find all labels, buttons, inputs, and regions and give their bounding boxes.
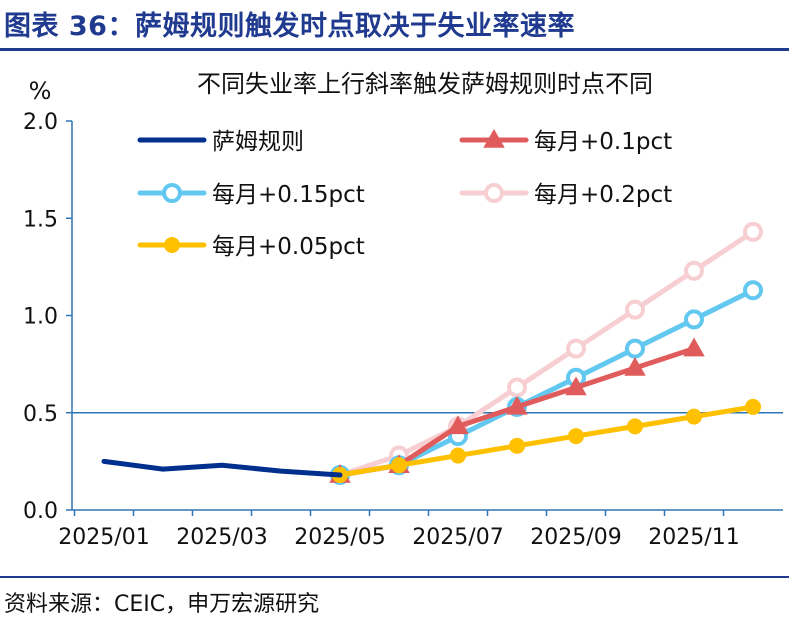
data-point: [450, 447, 466, 464]
data-point: [745, 398, 761, 415]
data-point: [565, 376, 587, 396]
tick-labels: 0.0 0.5 1.0 1.5 2.0 2025/01 2025/03 2025/05 2025…: [23, 110, 740, 550]
data-point: [506, 395, 528, 415]
series-1: [101, 458, 343, 478]
x-tick-label: 2025/01: [58, 525, 149, 550]
y-axis-unit: %: [29, 77, 52, 105]
axes: [66, 120, 783, 516]
series-line: [101, 458, 343, 478]
chart-title: 不同失业率上行斜率触发萨姆规则时点不同: [197, 70, 653, 98]
x-tick-label: 2025/09: [530, 525, 621, 550]
data-point: [686, 408, 702, 425]
data-point: [684, 260, 704, 281]
data-point: [566, 338, 586, 359]
data-point: [743, 221, 763, 242]
series-5: [332, 398, 761, 483]
data-point: [683, 337, 705, 357]
data-point: [625, 338, 645, 359]
series-layer: [101, 221, 763, 485]
legend-swatch-marker: [483, 128, 505, 148]
data-point: [391, 457, 407, 474]
x-tick-label: 2025/05: [294, 525, 385, 550]
legend-label: 每月+0.05pct: [212, 234, 365, 260]
data-point: [743, 280, 763, 301]
legend-entry-1: 萨姆规则: [137, 129, 304, 155]
x-tick-label: 2025/07: [412, 525, 503, 550]
figure-title: 图表 36：萨姆规则触发时点取决于失业率速率: [4, 11, 575, 42]
legend-entry-5: 每月+0.05pct: [137, 234, 365, 260]
data-point: [507, 377, 527, 398]
y-tick-label: 1.5: [23, 207, 58, 232]
chart: 0.0 0.5 1.0 1.5 2.0 2025/01 2025/03 2025/05 2025…: [23, 70, 783, 550]
y-tick-label: 2.0: [23, 110, 58, 135]
source-note: 资料来源：CEIC，申万宏源研究: [4, 592, 320, 617]
y-tick-label: 0.0: [23, 499, 58, 524]
legend-label: 每月+0.2pct: [534, 182, 672, 208]
data-point: [624, 356, 646, 376]
legend-entry-2: 每月+0.1pct: [459, 128, 672, 155]
data-point: [625, 299, 645, 320]
y-tick-label: 0.5: [23, 402, 58, 427]
series-line: [337, 229, 756, 478]
bottom-rule: [0, 576, 789, 578]
data-point: [447, 415, 469, 435]
legend: 萨姆规则 每月+0.1pct 每月+0.15pct 每月+0.2pct 每月+0.05p…: [137, 128, 672, 260]
data-point: [684, 309, 704, 330]
legend-swatch-marker: [164, 237, 180, 253]
legend-label: 每月+0.15pct: [212, 182, 365, 208]
x-tick-label: 2025/11: [648, 525, 739, 550]
data-point: [627, 418, 643, 435]
legend-label: 萨姆规则: [212, 129, 304, 155]
title-rule: [0, 48, 789, 51]
y-tick-label: 1.0: [23, 305, 58, 330]
legend-swatch-marker: [162, 183, 182, 203]
legend-swatch-marker: [484, 183, 504, 203]
x-tick-label: 2025/03: [176, 525, 267, 550]
legend-entry-4: 每月+0.2pct: [459, 182, 672, 208]
legend-label: 每月+0.1pct: [534, 129, 672, 155]
series-line: [337, 404, 756, 478]
legend-entry-3: 每月+0.15pct: [137, 182, 365, 208]
data-point: [568, 428, 584, 445]
data-point: [509, 437, 525, 454]
